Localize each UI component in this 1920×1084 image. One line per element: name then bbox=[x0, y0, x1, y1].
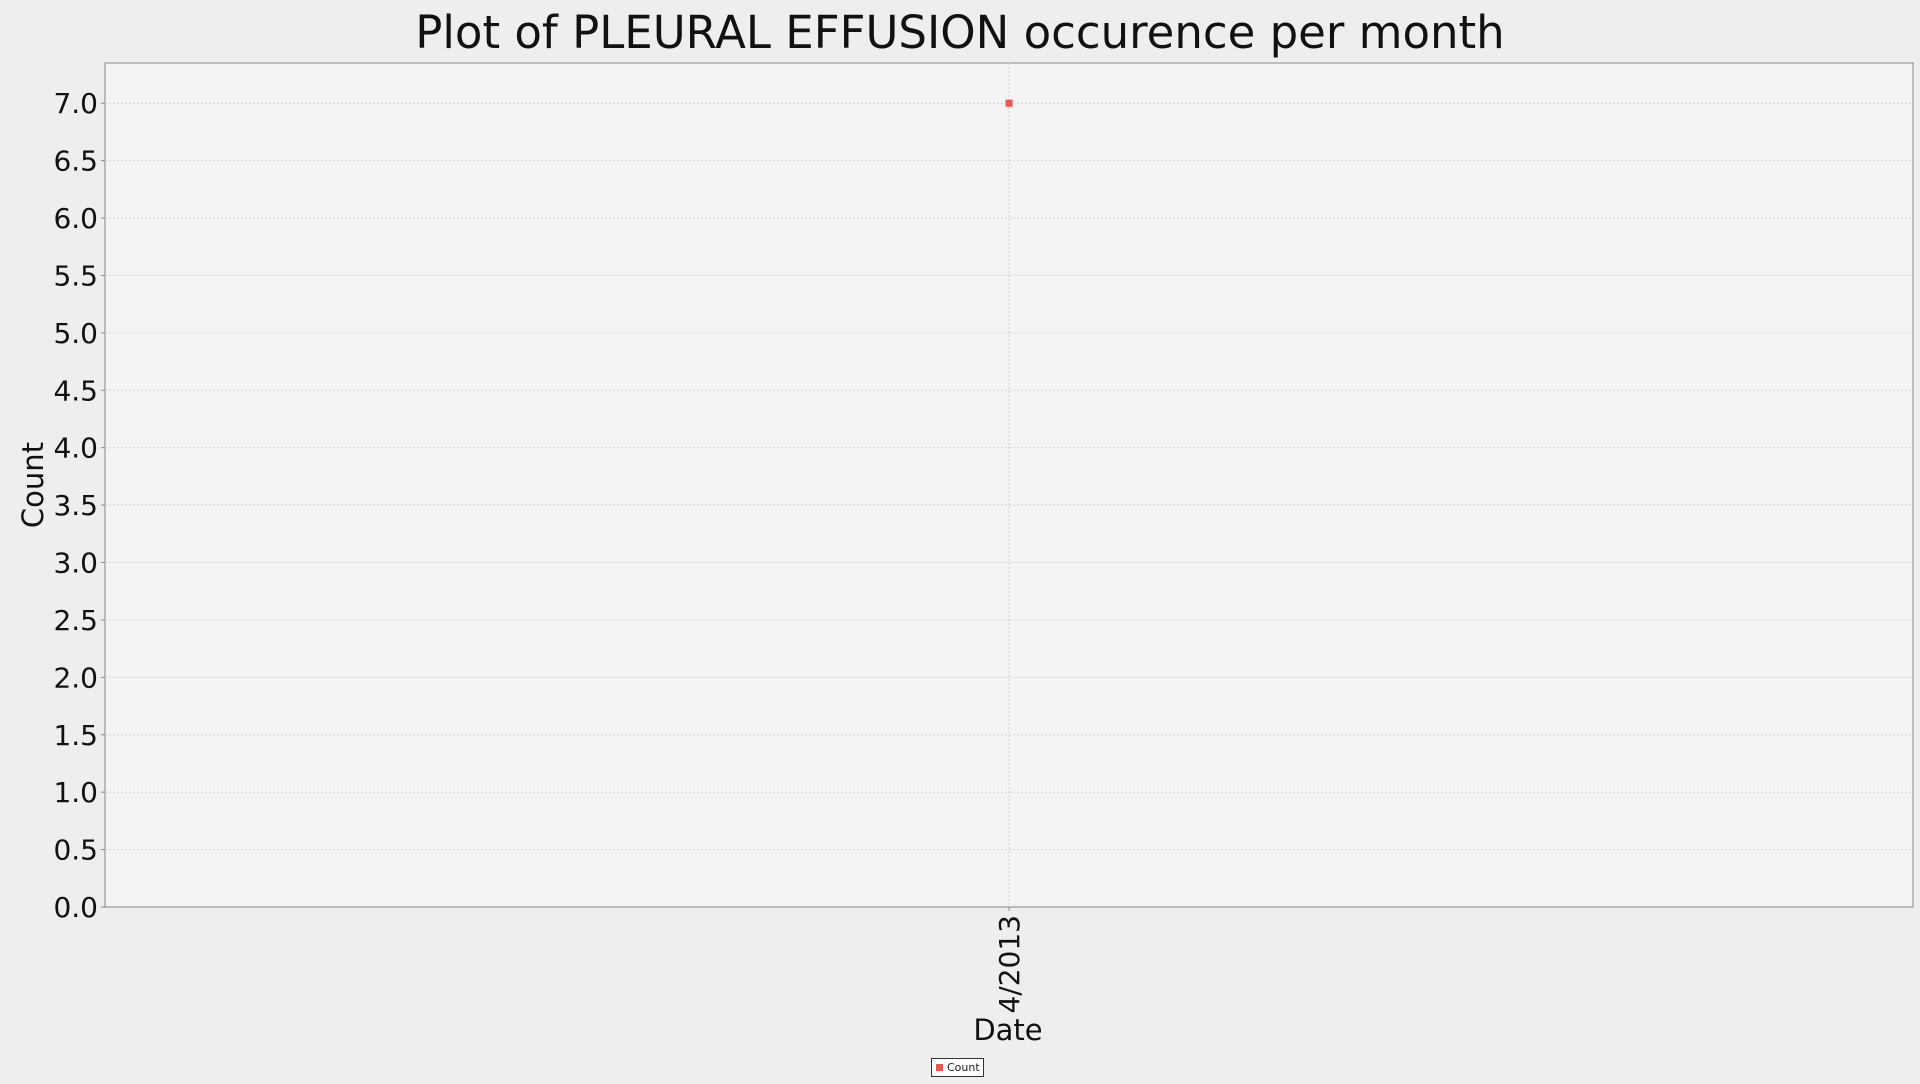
data-point bbox=[1005, 99, 1013, 107]
legend-swatch-count bbox=[936, 1064, 943, 1071]
y-tick-label: 5.0 bbox=[53, 317, 98, 350]
y-tick-label: 3.5 bbox=[53, 489, 98, 522]
y-tick-label: 3.0 bbox=[53, 547, 98, 580]
y-tick-label: 4.5 bbox=[53, 374, 98, 407]
y-tick-label: 2.5 bbox=[53, 604, 98, 637]
y-axis-label: Count bbox=[16, 442, 50, 528]
legend-label-count: Count bbox=[947, 1061, 980, 1074]
y-tick-label: 6.0 bbox=[53, 202, 98, 235]
plot-area: 0.0 0.5 1.0 1.5 2.0 2.5 3.0 3.5 4.0 4.5 5.0 5.5 6.0 6… bbox=[53, 62, 1914, 1014]
y-tick-label: 1.0 bbox=[53, 776, 98, 809]
x-axis-label: Date bbox=[973, 1013, 1042, 1047]
y-tick-label: 5.5 bbox=[53, 259, 98, 292]
legend: Count bbox=[931, 1058, 984, 1077]
y-tick-label: 1.5 bbox=[53, 719, 98, 752]
y-tick-label: 0.5 bbox=[53, 834, 98, 867]
y-tick-label: 6.5 bbox=[53, 145, 98, 178]
y-tick-label: 2.0 bbox=[53, 661, 98, 694]
y-tick-label: 0.0 bbox=[53, 891, 98, 924]
y-tick-label: 4.0 bbox=[53, 432, 98, 465]
chart-title: Plot of PLEURAL EFFUSION occurence per m… bbox=[415, 6, 1504, 59]
y-tick-label: 7.0 bbox=[53, 87, 98, 120]
x-tick-label: 4/2013 bbox=[993, 915, 1026, 1014]
